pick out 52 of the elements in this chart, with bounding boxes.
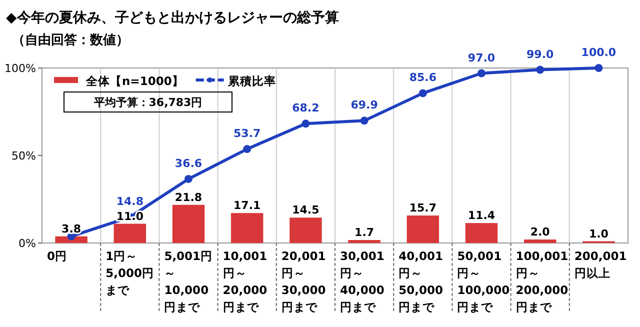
x-tick-label: 40,001円～50,000円まで [398, 249, 443, 314]
data-label: 14.5 [292, 204, 320, 217]
bar [230, 213, 264, 243]
bar [172, 204, 205, 243]
annotation: 平均予算：36,783円 [92, 96, 202, 109]
x-tick-label: 20,001円～30,000円まで [281, 249, 326, 314]
data-label: 97.0 [468, 51, 496, 64]
point [478, 69, 486, 78]
bar [348, 240, 380, 243]
bar [114, 224, 146, 243]
y-tick-label: 100% [4, 62, 36, 75]
point [243, 145, 252, 154]
bar [406, 216, 440, 243]
data-label: 15.7 [409, 202, 436, 215]
x-tick-label: 50,001円～100,000円まで [457, 249, 510, 314]
x-tick-label: 100,001円～200,000円まで [516, 249, 568, 314]
x-tick-label: 5,001円～10,000円まで [164, 249, 213, 314]
bar [524, 240, 556, 243]
data-label: 68.2 [292, 102, 320, 115]
data-label: 69.9 [350, 98, 378, 112]
data-label: 53.7 [234, 127, 261, 140]
bar [465, 223, 498, 243]
data-label: 85.6 [409, 71, 437, 84]
y-tick-label: 50% [12, 150, 36, 162]
bar [290, 218, 322, 243]
data-label: 2.0 [530, 226, 550, 238]
legend-label: 累積比率 [226, 74, 276, 88]
data-label: 36.6 [174, 156, 202, 170]
point [536, 66, 544, 74]
point [184, 174, 192, 183]
chart-subtitle: （自由回答：数値） [12, 33, 129, 48]
legend-label: 全体【n=1000】 [85, 74, 184, 88]
data-label: 100.0 [581, 46, 616, 59]
point [302, 120, 310, 128]
data-label: 99.0 [526, 48, 554, 61]
x-tick-label: 30,001円～40,000円まで [340, 249, 384, 314]
point [418, 89, 427, 98]
data-label: 1.0 [588, 227, 609, 240]
data-label: 3.8 [62, 222, 82, 236]
x-tick-label: 1円～5,000円まで [106, 249, 154, 297]
point [360, 116, 368, 125]
data-label: 11.4 [468, 209, 496, 222]
y-tick-label: 0% [18, 237, 36, 250]
data-label: 14.8 [116, 195, 144, 208]
point [594, 64, 603, 72]
x-tick-label: 0円 [47, 249, 68, 263]
x-tick-label: 200,001円以上 [574, 249, 627, 280]
chart-title: ◆今年の夏休み、子どもと出かけるレジャーの総予算 [6, 10, 339, 26]
x-tick-label: 10,001円～20,000円まで [222, 249, 268, 314]
data-label: 21.8 [174, 190, 202, 204]
data-label: 1.7 [354, 226, 374, 240]
data-label: 17.1 [234, 199, 261, 212]
